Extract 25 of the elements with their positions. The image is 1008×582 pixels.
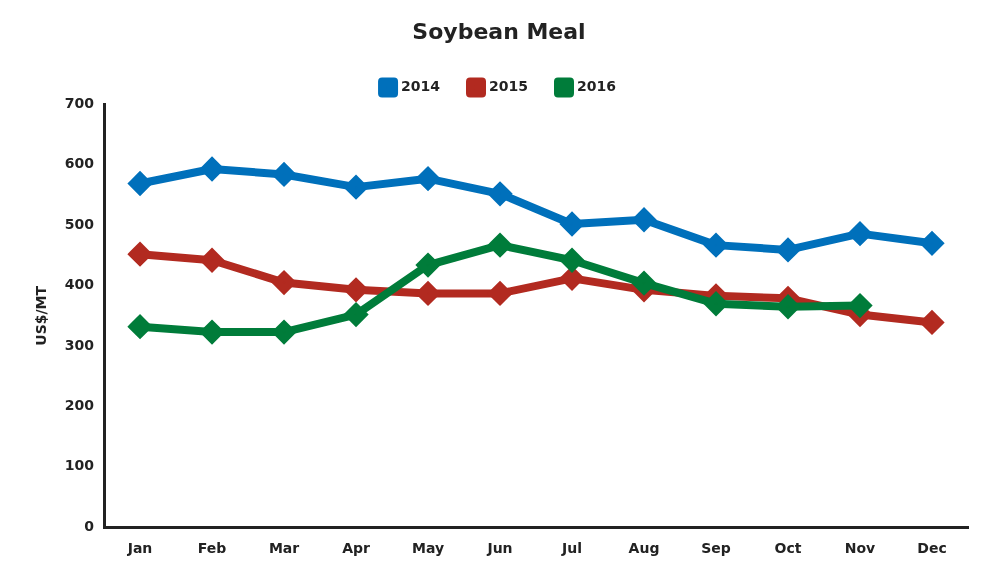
y-tick-label: 500 (64, 215, 95, 232)
x-tick-label: Aug (628, 540, 660, 557)
x-tick-label: Jan (126, 540, 153, 557)
y-tick-label: 700 (64, 95, 95, 112)
x-tick-label: Dec (917, 540, 947, 557)
legend-label: 2014 (401, 78, 441, 95)
x-tick-label: Jun (486, 540, 513, 557)
x-tick-label: Sep (701, 540, 731, 557)
legend-label: 2016 (576, 78, 616, 95)
y-tick-label: 200 (64, 397, 95, 414)
chart-title: Soybean Meal (412, 18, 586, 44)
x-tick-label: Oct (774, 540, 802, 557)
x-tick-label: Nov (844, 540, 876, 557)
y-axis-title: US$/MT (33, 285, 50, 346)
legend-label: 2015 (489, 78, 528, 95)
y-tick-label: 100 (64, 457, 95, 474)
x-tick-label: Jul (561, 540, 582, 557)
x-tick-label: May (411, 540, 445, 557)
x-tick-label: Apr (342, 540, 370, 557)
y-tick-label: 600 (64, 155, 95, 172)
y-tick-label: 300 (64, 336, 95, 353)
x-tick-label: Feb (197, 540, 227, 557)
y-tick-label: 0 (84, 517, 95, 534)
y-tick-label: 400 (64, 276, 95, 293)
x-tick-label: Mar (268, 540, 300, 557)
